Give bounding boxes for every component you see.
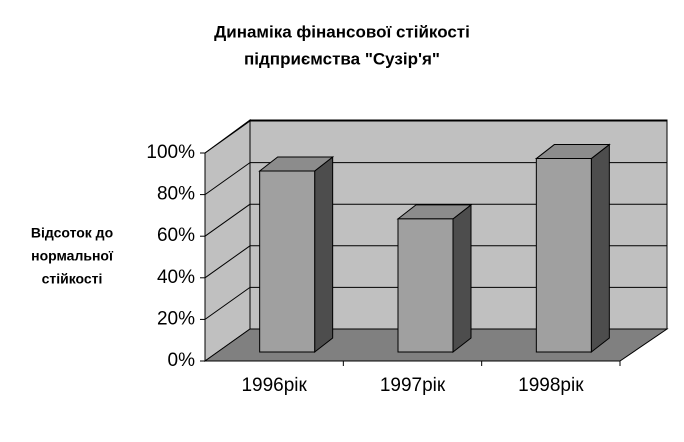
chart-title: Динаміка фінансової стійкості	[214, 22, 470, 41]
grid-line	[204, 120, 251, 154]
bar-front	[259, 170, 316, 353]
y-tick-label: 20%	[157, 308, 195, 329]
y-tick-label: 80%	[157, 184, 195, 205]
side-wall	[204, 119, 251, 362]
bar-side	[452, 203, 472, 354]
y-axis-label: Відсоток до	[31, 225, 113, 241]
y-axis-label: нормальної	[31, 248, 114, 264]
bar-front	[535, 158, 592, 353]
y-tick-label: 100%	[146, 142, 195, 163]
y-axis-label: стійкості	[42, 271, 103, 287]
grid-line	[204, 203, 251, 237]
bar	[396, 203, 473, 354]
grid-line	[204, 245, 251, 279]
y-tick-label: 60%	[157, 225, 195, 246]
bar-front	[397, 218, 454, 353]
grid-line	[204, 286, 251, 320]
y-tick-label: 0%	[168, 350, 196, 371]
x-tick-label: 1996рік	[241, 375, 307, 396]
grid-line	[204, 162, 251, 196]
bar-side	[590, 143, 610, 354]
bar	[258, 156, 335, 354]
x-tick-label: 1997рік	[380, 375, 446, 396]
bar-side	[314, 156, 334, 354]
y-tick-label: 40%	[157, 267, 195, 288]
x-tick-label: 1998рік	[518, 375, 584, 396]
bar	[534, 143, 611, 354]
chart-title: підприємства "Сузір'я"	[244, 49, 440, 68]
